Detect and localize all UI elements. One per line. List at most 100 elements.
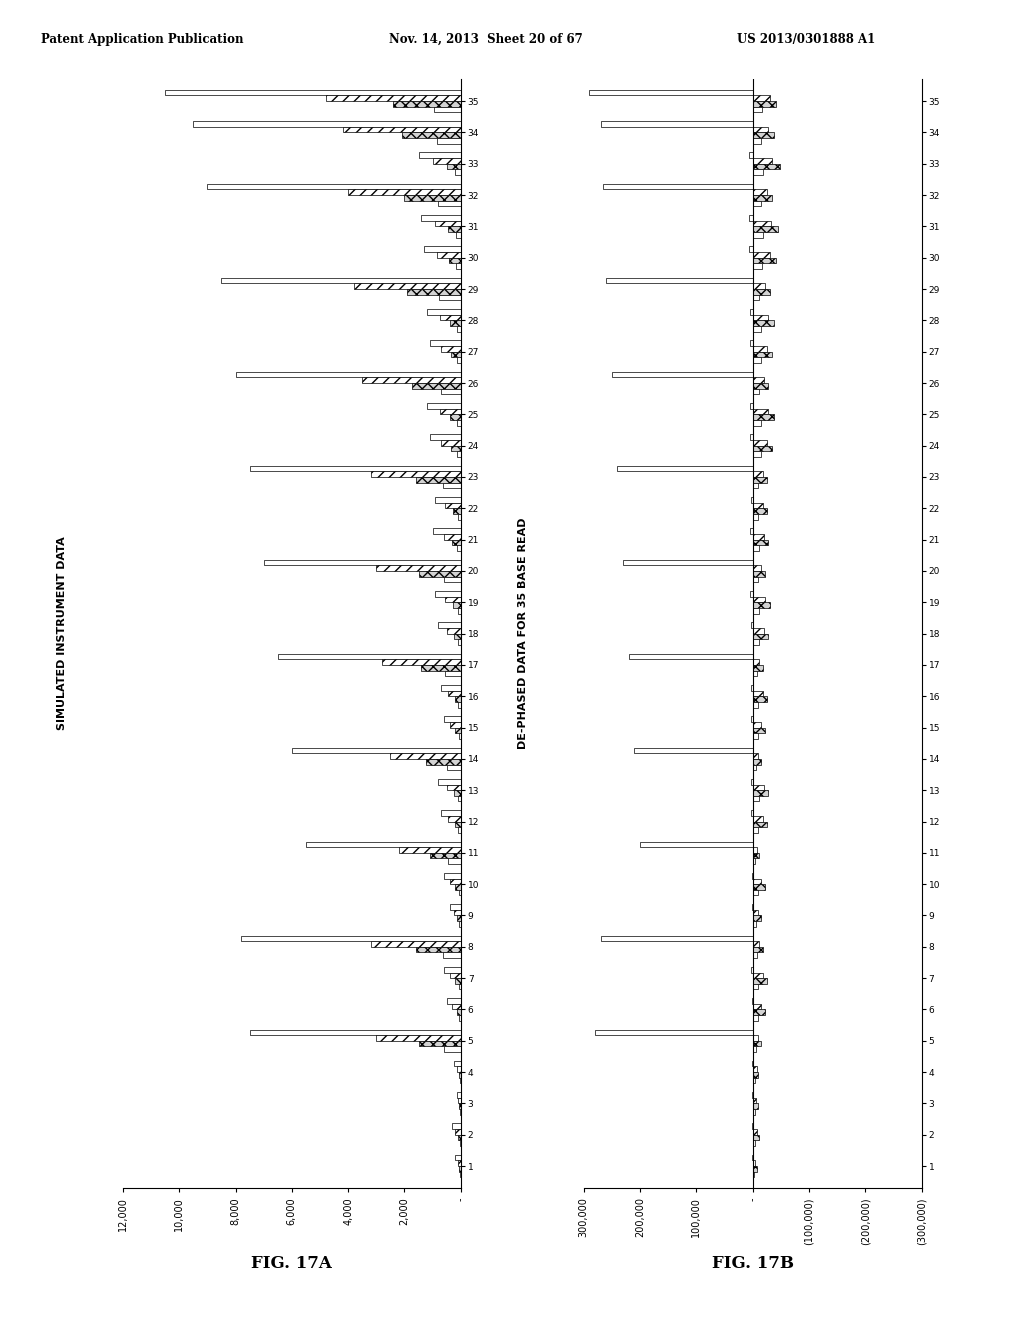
Bar bbox=[442, 483, 461, 488]
Text: Nov. 14, 2013  Sheet 20 of 67: Nov. 14, 2013 Sheet 20 of 67 bbox=[389, 33, 583, 46]
Bar bbox=[438, 622, 461, 628]
Bar bbox=[753, 1015, 758, 1020]
Bar bbox=[382, 659, 461, 665]
Bar bbox=[753, 127, 768, 132]
Bar bbox=[455, 1129, 461, 1135]
Bar bbox=[458, 1135, 461, 1140]
Bar bbox=[454, 791, 461, 796]
Bar bbox=[753, 879, 761, 884]
Bar bbox=[446, 164, 461, 169]
Bar bbox=[454, 602, 461, 609]
Bar bbox=[750, 309, 753, 314]
Bar bbox=[753, 1077, 755, 1084]
Bar bbox=[430, 341, 461, 346]
Bar bbox=[753, 791, 768, 796]
Bar bbox=[444, 873, 461, 879]
Bar bbox=[422, 665, 461, 671]
Bar bbox=[354, 284, 461, 289]
Bar bbox=[454, 508, 461, 513]
Bar bbox=[457, 451, 461, 457]
Text: SIMULATED INSTRUMENT DATA: SIMULATED INSTRUMENT DATA bbox=[57, 537, 67, 730]
Bar bbox=[446, 764, 461, 770]
Bar bbox=[422, 215, 461, 220]
Bar bbox=[457, 1010, 461, 1015]
Bar bbox=[751, 591, 753, 597]
Bar bbox=[348, 190, 461, 195]
Bar bbox=[753, 132, 774, 139]
Bar bbox=[416, 477, 461, 483]
Bar bbox=[451, 446, 461, 451]
Bar bbox=[451, 321, 461, 326]
Bar bbox=[432, 528, 461, 535]
Bar bbox=[445, 503, 461, 508]
Bar bbox=[749, 215, 753, 220]
Bar bbox=[377, 565, 461, 572]
Bar bbox=[439, 314, 461, 321]
Text: US 2013/0301888 A1: US 2013/0301888 A1 bbox=[737, 33, 876, 46]
Bar bbox=[753, 634, 768, 639]
Bar bbox=[753, 784, 764, 791]
Bar bbox=[459, 1015, 461, 1020]
Bar bbox=[753, 545, 759, 550]
Bar bbox=[444, 535, 461, 540]
Bar bbox=[753, 978, 767, 983]
Bar bbox=[589, 90, 753, 95]
Bar bbox=[753, 1135, 760, 1140]
Bar bbox=[752, 717, 753, 722]
Bar bbox=[600, 936, 753, 941]
Bar bbox=[435, 220, 461, 227]
Bar bbox=[446, 998, 461, 1003]
Bar bbox=[401, 132, 461, 139]
Bar bbox=[753, 639, 759, 645]
Bar bbox=[419, 153, 461, 158]
Bar bbox=[455, 696, 461, 702]
Bar bbox=[751, 810, 753, 816]
Bar bbox=[434, 107, 461, 112]
Bar bbox=[753, 821, 767, 828]
Bar bbox=[753, 195, 772, 201]
Bar bbox=[753, 264, 762, 269]
Bar bbox=[753, 858, 756, 865]
Bar bbox=[455, 978, 461, 983]
Bar bbox=[753, 1010, 765, 1015]
Bar bbox=[753, 690, 763, 696]
Bar bbox=[611, 372, 753, 378]
Bar bbox=[444, 1047, 461, 1052]
Bar bbox=[292, 747, 461, 754]
Bar bbox=[753, 916, 761, 921]
Bar bbox=[753, 973, 763, 978]
Bar bbox=[453, 1123, 461, 1129]
Bar bbox=[459, 733, 461, 739]
Bar bbox=[753, 314, 768, 321]
Bar bbox=[753, 909, 758, 916]
Bar bbox=[750, 403, 753, 409]
Bar bbox=[753, 847, 757, 853]
Bar bbox=[442, 953, 461, 958]
Bar bbox=[753, 609, 760, 614]
Bar bbox=[753, 289, 769, 294]
Bar bbox=[450, 973, 461, 978]
Bar bbox=[450, 879, 461, 884]
Text: FIG. 17A: FIG. 17A bbox=[252, 1254, 332, 1271]
Bar bbox=[342, 127, 461, 132]
Bar bbox=[753, 535, 764, 540]
Bar bbox=[753, 577, 758, 582]
Bar bbox=[606, 277, 753, 284]
Bar bbox=[250, 466, 461, 471]
Bar bbox=[444, 577, 461, 582]
Bar bbox=[753, 953, 757, 958]
Bar bbox=[753, 139, 761, 144]
Bar bbox=[753, 696, 767, 702]
Bar bbox=[441, 388, 461, 395]
Bar bbox=[207, 183, 461, 190]
Bar bbox=[453, 540, 461, 545]
Bar bbox=[753, 1047, 756, 1052]
Bar bbox=[753, 284, 765, 289]
Bar bbox=[435, 498, 461, 503]
Bar bbox=[412, 383, 461, 388]
Bar bbox=[250, 1030, 461, 1035]
Bar bbox=[753, 451, 761, 457]
Bar bbox=[444, 966, 461, 973]
Bar bbox=[449, 257, 461, 264]
Bar bbox=[438, 779, 461, 784]
